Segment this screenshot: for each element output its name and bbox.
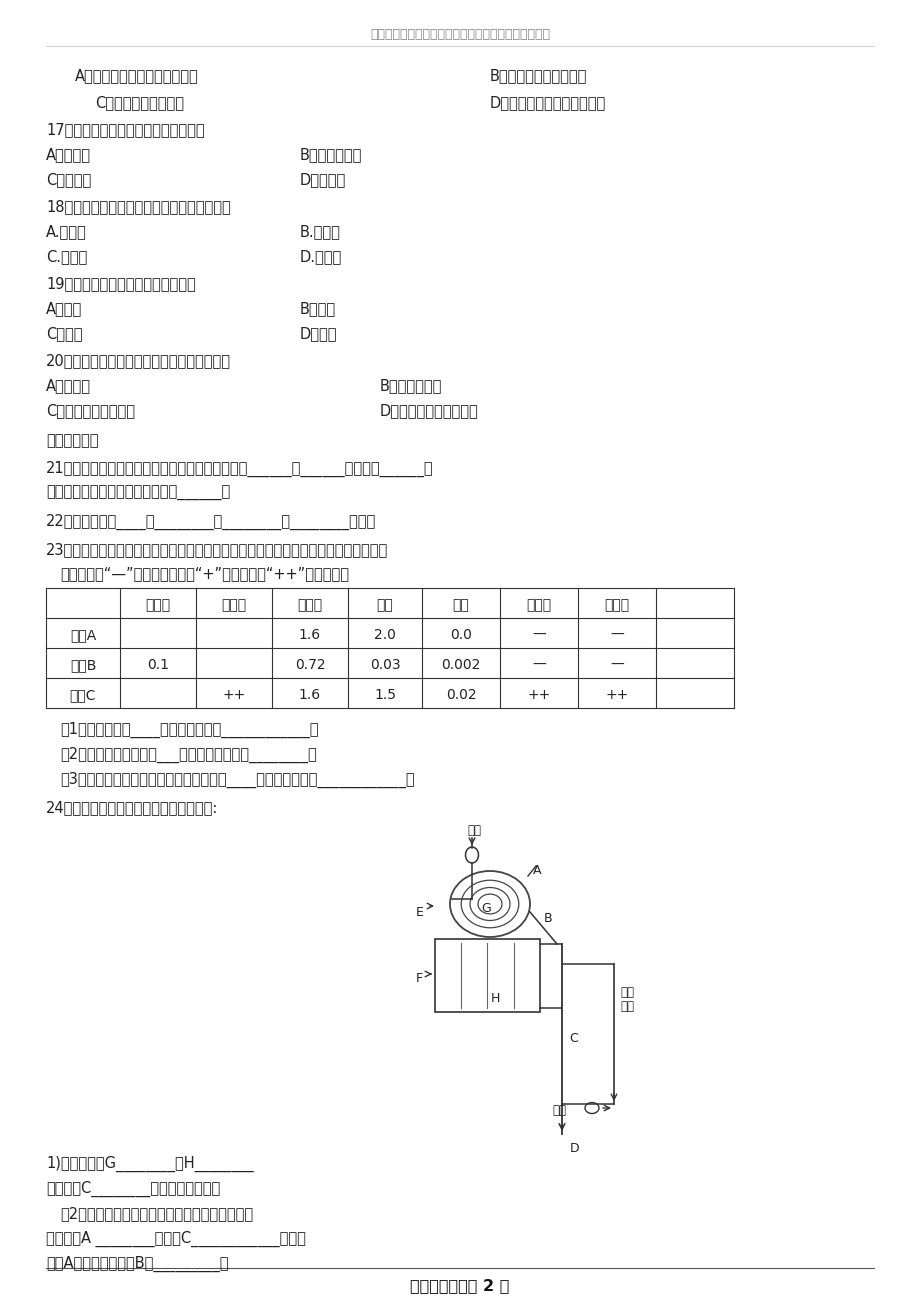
Text: B肾小管: B肾小管 bbox=[300, 301, 335, 316]
Text: （3）肾小球发炎形成的不正常尿液是样本____，因为其中含有____________。: （3）肾小球发炎形成的不正常尿液是样本____，因为其中含有__________… bbox=[60, 772, 414, 788]
Text: H: H bbox=[490, 992, 499, 1005]
Text: 23、下面是某医院提供的几个样本的原尿和尿液的化验数据，请分析并回答有关问题：: 23、下面是某医院提供的几个样本的原尿和尿液的化验数据，请分析并回答有关问题： bbox=[46, 542, 388, 557]
Text: 毛细: 毛细 bbox=[619, 986, 633, 999]
Text: （2）、在尿的形成过程中要经过两个作用过程，: （2）、在尿的形成过程中要经过两个作用过程， bbox=[60, 1206, 253, 1221]
Text: D排出粪便: D排出粪便 bbox=[300, 172, 346, 187]
Text: A.肾小球: A.肾小球 bbox=[46, 224, 86, 240]
Text: 18、肾脏的结构和功能的基本单位是（　　）: 18、肾脏的结构和功能的基本单位是（ ） bbox=[46, 199, 231, 214]
Text: D: D bbox=[570, 1142, 579, 1155]
Text: （1）原尿是样本____，因为其中含有____________。: （1）原尿是样本____，因为其中含有____________。 bbox=[60, 723, 318, 738]
Text: D.肾单位: D.肾单位 bbox=[300, 249, 342, 264]
Text: B呼出二氧化碳: B呼出二氧化碳 bbox=[300, 147, 362, 161]
Text: 尿素: 尿素 bbox=[376, 598, 393, 612]
Text: 即图中的A ________作用和C____________作用，: 即图中的A ________作用和C____________作用， bbox=[46, 1230, 305, 1247]
Text: A排出废物: A排出废物 bbox=[46, 378, 91, 393]
Text: 红细胞: 红细胞 bbox=[526, 598, 551, 612]
Bar bbox=[435, 939, 539, 1012]
Text: 样本B: 样本B bbox=[70, 658, 96, 672]
Text: B维持体温恒定: B维持体温恒定 bbox=[380, 378, 442, 393]
Text: 0.002: 0.002 bbox=[441, 658, 480, 672]
Text: —: — bbox=[531, 628, 545, 642]
Text: 无机盐: 无机盐 bbox=[297, 598, 323, 612]
Text: B.肾小囊: B.肾小囊 bbox=[300, 224, 341, 240]
Text: 通过A过程形成的液体B为_________，: 通过A过程形成的液体B为_________， bbox=[46, 1256, 228, 1272]
Text: C输尿管: C输尿管 bbox=[46, 326, 83, 341]
Text: 17、下列活动不属于排泄的是（　　）: 17、下列活动不属于排泄的是（ ） bbox=[46, 122, 204, 137]
Ellipse shape bbox=[584, 1103, 598, 1113]
Text: C排出汗液: C排出汗液 bbox=[46, 172, 91, 187]
Text: 蛋白质: 蛋白质 bbox=[221, 598, 246, 612]
Text: A: A bbox=[532, 865, 540, 878]
Text: 等。上述物质排出体外的过程叫做______。: 等。上述物质排出体外的过程叫做______。 bbox=[46, 486, 230, 501]
Text: A排出尿液: A排出尿液 bbox=[46, 147, 91, 161]
Text: 血液: 血液 bbox=[551, 1104, 565, 1117]
Text: ++: ++ bbox=[605, 687, 628, 702]
Text: 葡萄糖: 葡萄糖 bbox=[145, 598, 170, 612]
Text: B: B bbox=[543, 911, 551, 924]
Text: 20、下列对排尿意义的叙述错误的是（　　）: 20、下列对排尿意义的叙述错误的是（ ） bbox=[46, 353, 231, 368]
Text: —: — bbox=[609, 628, 623, 642]
Text: 19、尿液最终形成的部位是（　　）: 19、尿液最终形成的部位是（ ） bbox=[46, 276, 196, 292]
Text: C调节水和无机盐含量: C调节水和无机盐含量 bbox=[46, 404, 135, 418]
Ellipse shape bbox=[465, 848, 478, 863]
Text: 0.02: 0.02 bbox=[445, 687, 476, 702]
Text: 尿酸: 尿酸 bbox=[452, 598, 469, 612]
Text: D、多数废物由汗腺排出体外: D、多数废物由汗腺排出体外 bbox=[490, 95, 606, 109]
Text: 0.1: 0.1 bbox=[147, 658, 169, 672]
Text: 白细胞: 白细胞 bbox=[604, 598, 629, 612]
Text: 1.5: 1.5 bbox=[374, 687, 395, 702]
Text: 1)、图中结构G________、H________: 1)、图中结构G________、H________ bbox=[46, 1156, 254, 1172]
Text: B、肾小管的重吸收作用: B、肾小管的重吸收作用 bbox=[490, 68, 586, 83]
Text: —: — bbox=[609, 658, 623, 672]
Text: 1.6: 1.6 bbox=[299, 628, 321, 642]
Text: 24、下图是尿的形成示意图，请据图回答:: 24、下图是尿的形成示意图，请据图回答: bbox=[46, 799, 218, 815]
Text: 二、非选择题: 二、非选择题 bbox=[46, 434, 98, 448]
Text: 样本C: 样本C bbox=[70, 687, 96, 702]
Text: 【精品文档】第 2 页: 【精品文档】第 2 页 bbox=[410, 1279, 509, 1293]
Text: F: F bbox=[415, 973, 422, 986]
Text: D维持细胞正常生理功能: D维持细胞正常生理功能 bbox=[380, 404, 478, 418]
Text: 0.72: 0.72 bbox=[294, 658, 325, 672]
Text: A肾小球: A肾小球 bbox=[46, 301, 82, 316]
Text: A、膠胱对尿液的暂时贮存作用: A、膠胱对尿液的暂时贮存作用 bbox=[75, 68, 199, 83]
Text: G: G bbox=[481, 901, 491, 914]
Text: C、肾小球的过滤作用: C、肾小球的过滤作用 bbox=[95, 95, 184, 109]
Text: 21、人体细胞在生活过程中产生的代谢终产物是指______、______、多余的______和: 21、人体细胞在生活过程中产生的代谢终产物是指______、______、多余的… bbox=[46, 461, 433, 478]
Text: C: C bbox=[569, 1032, 578, 1046]
Text: 0.0: 0.0 bbox=[449, 628, 471, 642]
Text: ++: ++ bbox=[222, 687, 245, 702]
Text: 和图中的C________构成一个肾单位。: 和图中的C________构成一个肾单位。 bbox=[46, 1181, 220, 1198]
Text: E: E bbox=[415, 906, 424, 919]
Text: 精品文档，仅供学习与交流，如有侵权请联系网站删除: 精品文档，仅供学习与交流，如有侵权请联系网站删除 bbox=[369, 29, 550, 40]
Text: 2.0: 2.0 bbox=[374, 628, 395, 642]
Text: 22、泌尿系统由____、________、________、________组成。: 22、泌尿系统由____、________、________、________组… bbox=[46, 514, 376, 530]
Text: 血管: 血管 bbox=[619, 1000, 633, 1013]
Text: D肾小囊: D肾小囊 bbox=[300, 326, 337, 341]
Text: C.肾小管: C.肾小管 bbox=[46, 249, 87, 264]
Text: 血液: 血液 bbox=[467, 824, 481, 837]
Text: （2）正常的尿液是样本___，因为其中只含有________。: （2）正常的尿液是样本___，因为其中只含有________。 bbox=[60, 747, 316, 763]
Text: ++: ++ bbox=[527, 687, 550, 702]
Text: 样本A: 样本A bbox=[70, 628, 96, 642]
Text: 1.6: 1.6 bbox=[299, 687, 321, 702]
Text: —: — bbox=[531, 658, 545, 672]
Text: 0.03: 0.03 bbox=[369, 658, 400, 672]
Text: （注：表中“—”表示很少或无，“+”表示较多，“++”表示很多）: （注：表中“—”表示很少或无，“+”表示较多，“++”表示很多） bbox=[60, 566, 348, 581]
